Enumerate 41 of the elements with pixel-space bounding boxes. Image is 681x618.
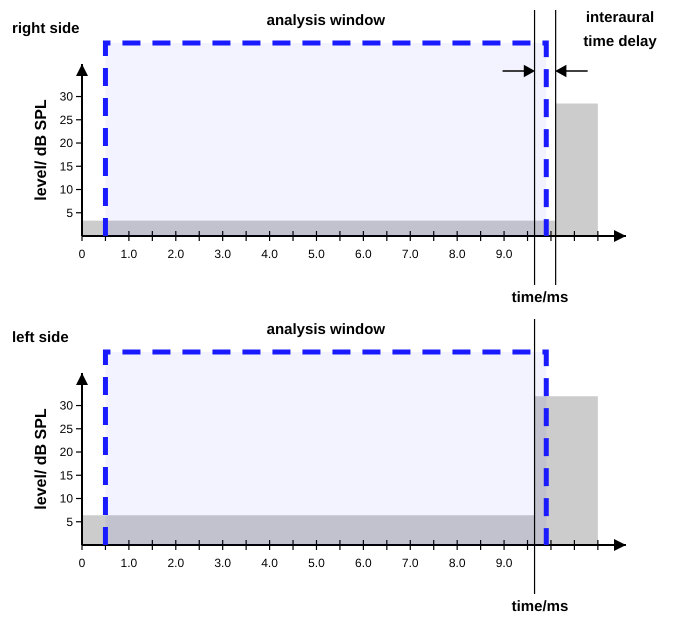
y-tick-label: 25: [60, 112, 74, 127]
y-tick-label: 5: [66, 206, 74, 220]
x-tick-label: 4.0: [261, 556, 278, 570]
band-label: analysis window: [266, 12, 386, 29]
x-tick-label: 0: [78, 247, 86, 261]
y-axis-title: level/ dB SPL: [33, 408, 50, 510]
y-tick-label: 20: [60, 136, 74, 150]
y-tick-label: 30: [60, 398, 74, 413]
x-tick-label: 5.0: [308, 247, 326, 261]
x-tick-label: 8.0: [448, 247, 466, 261]
x-tick-label: 9.0: [496, 556, 513, 570]
chart-title: left side: [12, 329, 69, 346]
x-tick-label: 1.0: [120, 556, 138, 570]
y-tick-label: 20: [60, 445, 74, 460]
band-label: analysis window: [266, 321, 386, 338]
y-tick-label: 15: [60, 468, 74, 482]
x-tick-label: 7.0: [402, 556, 419, 570]
x-tick-label: 3.0: [214, 556, 232, 570]
x-axis-title: time/ms: [512, 289, 568, 306]
x-tick-label: 8.0: [448, 556, 466, 570]
chart-title: right side: [12, 20, 80, 37]
x-tick-label: 9.0: [496, 247, 513, 261]
y-axis-title: level/ dB SPL: [33, 99, 50, 201]
y-tick-label: 10: [60, 492, 74, 506]
y-tick-label: 30: [60, 90, 74, 104]
x-tick-label: 3.0: [214, 247, 232, 261]
x-tick-label: 5.0: [308, 556, 326, 570]
x-tick-label: 6.0: [355, 556, 372, 570]
y-tick-label: 15: [60, 159, 74, 174]
x-tick-label: 4.0: [261, 247, 278, 261]
text: interaural time delay: [583, 9, 658, 50]
x-tick-label: 0: [78, 556, 86, 570]
y-tick-label: 5: [66, 514, 74, 529]
x-tick-label: 2.0: [167, 556, 184, 570]
y-tick-label: 25: [60, 422, 74, 436]
y-tick-label: 10: [60, 182, 74, 197]
x-tick-label: 7.0: [402, 247, 419, 261]
x-tick-label: 2.0: [167, 247, 184, 261]
x-axis-title: time/ms: [512, 598, 568, 615]
x-tick-label: 6.0: [355, 247, 372, 261]
x-tick-label: 1.0: [120, 247, 138, 261]
